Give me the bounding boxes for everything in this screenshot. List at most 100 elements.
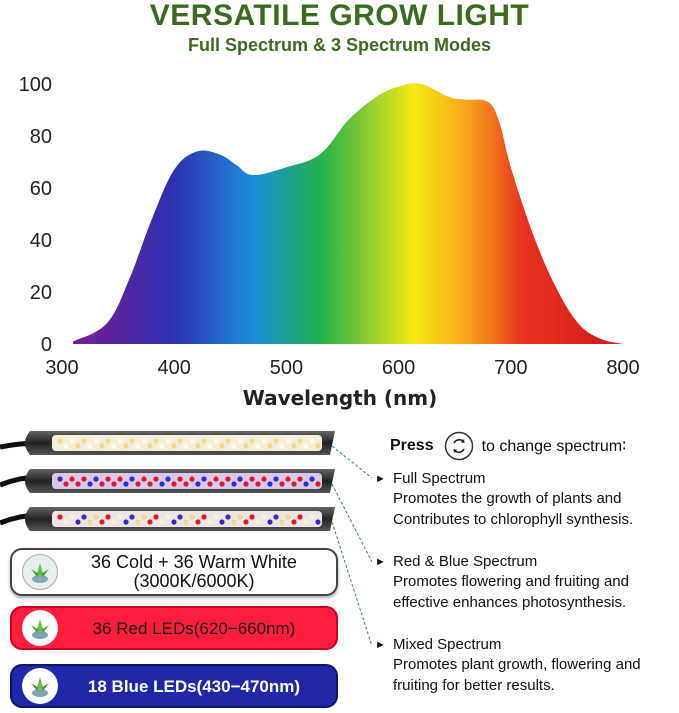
mode-desc-2: effective enhances photosynthesis. <box>393 594 627 611</box>
led-dot <box>165 476 171 482</box>
led-dot <box>297 514 303 520</box>
led-dot <box>171 519 177 525</box>
spectrum-area <box>73 83 624 344</box>
led-dot <box>315 443 321 449</box>
led-dot <box>219 519 225 525</box>
led-dot <box>189 514 195 520</box>
led-dot <box>183 443 189 449</box>
led-dot <box>177 438 183 444</box>
badge-red-label: 36 Red LEDs(620−660nm) <box>92 618 296 638</box>
x-tick-label: 300 <box>45 357 78 379</box>
led-dot <box>171 481 177 487</box>
led-dot <box>243 481 249 487</box>
led-dot <box>57 438 63 444</box>
led-dot <box>231 519 237 525</box>
badge-blue-leds: 18 Blue LEDs(430−470nm) <box>10 664 338 708</box>
led-dot <box>261 514 267 520</box>
arrow-icon: ► <box>375 639 386 651</box>
mode-name: Red & Blue Spectrum <box>393 553 538 570</box>
x-tick-label: 400 <box>158 357 191 379</box>
led-dot <box>309 476 315 482</box>
arrow-icon: ► <box>375 473 386 485</box>
led-dot <box>225 438 231 444</box>
led-dot <box>297 476 303 482</box>
led-dot <box>279 443 285 449</box>
led-dot <box>279 481 285 487</box>
x-tick-label: 700 <box>494 357 527 379</box>
led-dot <box>117 438 123 444</box>
mode-full-spectrum: ► Full Spectrum Promotes the growth of pl… <box>375 470 675 530</box>
led-dot <box>291 519 297 525</box>
led-dot <box>177 514 183 520</box>
led-dot <box>69 438 75 444</box>
led-dot <box>225 514 231 520</box>
led-dot <box>117 514 123 520</box>
y-tick-label: 20 <box>30 282 52 304</box>
y-axis-ticks: 0 20 40 60 80 100 <box>19 74 52 356</box>
led-dot <box>237 438 243 444</box>
mode-red-blue-spectrum: ► Red & Blue Spectrum Promotes flowering … <box>375 553 675 613</box>
light-bars-illustration <box>0 431 335 531</box>
succulent-plant-icon <box>22 610 58 646</box>
led-dot <box>285 476 291 482</box>
badge-red-leds: 36 Red LEDs(620−660nm) <box>10 606 338 650</box>
led-dot <box>99 481 105 487</box>
led-dot <box>57 514 63 520</box>
led-dot <box>81 438 87 444</box>
led-dot <box>207 443 213 449</box>
light-bar-mixed <box>25 507 335 531</box>
led-dot <box>273 438 279 444</box>
led-dot <box>279 519 285 525</box>
y-tick-label: 100 <box>19 74 52 96</box>
led-dot <box>129 476 135 482</box>
led-dot <box>189 476 195 482</box>
y-tick-label: 80 <box>30 126 52 148</box>
led-dot <box>147 481 153 487</box>
led-dot <box>159 481 165 487</box>
badge-white-leds: 36 Cold + 36 Warm White (3000K/6000K) <box>10 548 338 596</box>
arrow-icon: ► <box>375 556 386 568</box>
press-instruction: Press to change spectrum∶ <box>390 431 627 461</box>
spectrum-chart: 0 20 40 60 80 100 300 400 500 600 700 800 Waveleng… <box>19 74 640 410</box>
led-dot <box>255 519 261 525</box>
led-dot <box>261 476 267 482</box>
led-dot <box>255 481 261 487</box>
led-dot <box>201 476 207 482</box>
led-dot <box>123 443 129 449</box>
led-dot <box>69 514 75 520</box>
led-dot <box>213 476 219 482</box>
mode-desc-1: Promotes flowering and fruiting and <box>393 573 629 590</box>
page-title: VERSATILE GROW LIGHT <box>149 0 530 32</box>
led-dot <box>183 519 189 525</box>
led-dot <box>123 481 129 487</box>
led-dot <box>141 514 147 520</box>
led-dot <box>153 438 159 444</box>
led-dot <box>87 519 93 525</box>
led-dot <box>243 519 249 525</box>
led-dot <box>297 438 303 444</box>
press-suffix: to change spectrum∶ <box>481 438 627 455</box>
led-dot <box>141 476 147 482</box>
led-dot <box>249 438 255 444</box>
led-dot <box>237 514 243 520</box>
led-dot <box>195 519 201 525</box>
led-dot <box>135 443 141 449</box>
led-dot <box>201 438 207 444</box>
led-dot <box>159 519 165 525</box>
led-dot <box>261 438 267 444</box>
led-dot <box>81 514 87 520</box>
mode-desc-1: Promotes plant growth, flowering and <box>393 656 641 673</box>
led-dot <box>105 476 111 482</box>
led-dot <box>315 481 321 487</box>
led-dot <box>105 514 111 520</box>
led-dot <box>213 438 219 444</box>
led-dot <box>273 514 279 520</box>
press-label: Press <box>390 437 434 454</box>
led-dot <box>57 476 63 482</box>
x-tick-label: 500 <box>270 357 303 379</box>
led-dot <box>111 481 117 487</box>
x-tick-label: 800 <box>606 357 639 379</box>
led-dot <box>75 519 81 525</box>
led-dot <box>219 481 225 487</box>
led-dot <box>285 438 291 444</box>
